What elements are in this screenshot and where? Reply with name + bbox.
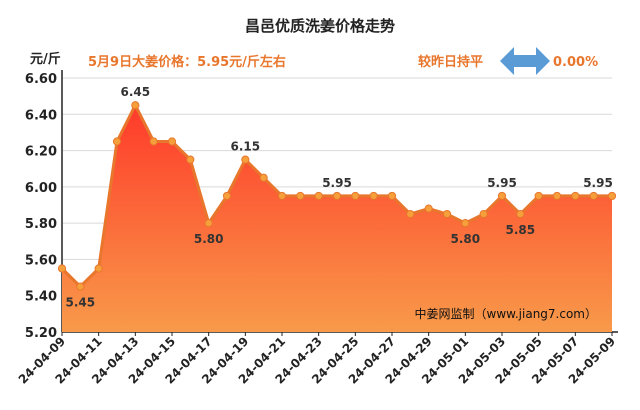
data-point [112,137,122,146]
data-point [516,209,525,219]
data-point [442,209,452,219]
data-point [497,191,507,201]
data-point [241,155,250,164]
data-point [387,191,397,201]
data-point [277,191,287,201]
x-axis-ticks: 24-04-0924-04-1124-04-1324-04-1524-04-17… [16,332,618,387]
data-labels: 5.45 6.45 5.80 6.15 5.95 5.80 5.95 5.85 5.95 [66,85,613,309]
data-label: 5.95 [487,176,517,190]
double-arrow-icon [500,47,550,75]
data-point [424,204,433,213]
data-point [94,264,103,273]
data-point [552,191,562,201]
price-area [62,105,612,332]
data-point [589,191,598,201]
data-point [369,191,378,201]
price-annotation: 5月9日大姜价格：5.95元/斤左右 [88,54,286,70]
data-point [406,209,415,219]
y-tick-label: 6.40 [25,108,57,123]
data-label: 6.15 [231,140,261,154]
data-point [131,101,140,110]
data-label: 5.80 [451,232,481,246]
data-point [351,191,360,201]
change-label: 较昨日持平 [418,54,483,70]
data-point [534,191,543,201]
data-point [332,191,342,201]
data-point [76,282,85,291]
data-point [259,173,268,182]
y-tick-label: 5.40 [25,290,57,305]
y-tick-label: 6.00 [25,181,57,196]
data-point [314,191,323,201]
data-point [571,191,580,201]
y-tick-label: 5.60 [25,253,57,268]
data-label: 5.85 [506,223,536,237]
price-series [60,103,612,332]
y-tick-label: 6.60 [25,72,57,87]
data-point [222,191,232,201]
data-markers [57,101,617,291]
y-axis-label: 元/斤 [30,51,61,67]
chart-title: 昌邑优质洗姜价格走势 [245,17,395,35]
data-point [186,155,195,164]
data-point [57,264,67,273]
change-value: 0.00% [553,55,598,70]
data-label: 6.45 [121,85,151,99]
y-tick-label: 5.20 [25,326,57,341]
y-tick-label: 5.80 [25,217,57,232]
y-tick-label: 6.20 [25,145,57,160]
data-label: 5.80 [194,232,224,246]
data-label: 5.95 [322,176,352,190]
y-axis-ticks: 5.20 5.40 5.60 5.80 6.00 6.20 6.40 6.60 [25,72,57,341]
data-point [167,137,177,146]
data-label: 5.95 [583,176,613,190]
data-point [479,209,488,219]
data-point [296,191,305,201]
data-point [149,137,158,146]
watermark: 中姜网监制（www.jiang7.com） [415,306,597,321]
data-point [607,191,617,201]
data-point [204,219,213,228]
data-label: 5.45 [66,296,96,310]
data-point [461,219,470,228]
